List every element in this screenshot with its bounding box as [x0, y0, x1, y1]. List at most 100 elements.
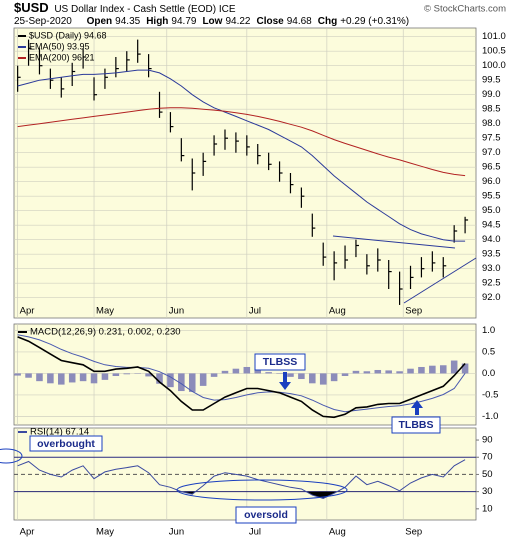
histogram-bar [232, 368, 240, 374]
x-tick-label: Aug [329, 527, 346, 538]
histogram-bar [90, 373, 98, 384]
histogram-bar [47, 373, 54, 384]
y-tick-label: 93.5 [482, 249, 501, 260]
highlight [176, 479, 348, 501]
quote-value: 94.35 [115, 16, 140, 27]
histogram-bar [439, 365, 447, 374]
histogram-bar [101, 373, 109, 380]
annotation: oversold [244, 509, 288, 521]
panel-marks [14, 28, 476, 318]
quote-value: +0.29 (+0.31%) [340, 16, 409, 27]
annotation: overbought [37, 438, 95, 450]
quote-value: 94.79 [171, 16, 196, 27]
x-tick-label: Aug [329, 306, 346, 317]
legend-label: EMA(200) 96.21 [29, 52, 95, 62]
y-tick-label: 99.0 [482, 89, 501, 100]
histogram-bar [14, 373, 21, 376]
histogram-bar [298, 373, 305, 380]
y-tick-label: 10 [482, 503, 493, 514]
trendline [332, 235, 456, 249]
chart-title: $USD [14, 0, 49, 15]
rsi-line [17, 459, 466, 500]
quote-label: High [146, 16, 168, 27]
y-tick-label: 92.0 [482, 292, 501, 303]
y-tick-label: 0.0 [482, 368, 495, 379]
x-tick-label: Sep [405, 306, 422, 317]
arrow [279, 372, 291, 390]
date: 25-Sep-2020 [14, 16, 72, 27]
y-tick-label: 100.0 [482, 60, 506, 71]
x-tick-label: May [96, 306, 114, 317]
histogram-bar [210, 373, 218, 377]
annotation-box [235, 506, 297, 524]
histogram-bar [254, 369, 262, 374]
histogram-bar [396, 371, 403, 374]
credit: © StockCharts.com [424, 4, 506, 15]
y-tick-label: 92.5 [482, 278, 501, 289]
histogram-bar [407, 368, 414, 374]
y-tick-label: 94.5 [482, 220, 501, 231]
x-tick-label: Jul [249, 306, 261, 317]
y-tick-label: 90 [482, 435, 493, 446]
histogram-bar [243, 366, 251, 374]
histogram-bar [25, 373, 32, 378]
quote-value: 94.68 [287, 16, 312, 27]
panel-label: MACD(12,26,9) 0.231, 0.002, 0.230 [30, 327, 181, 338]
histogram-bar [461, 363, 469, 374]
histogram-bar [287, 373, 294, 377]
histogram-bar [123, 373, 131, 375]
histogram-bar [156, 373, 163, 384]
y-tick-label: 94.0 [482, 234, 501, 245]
y-tick-label: -1.0 [482, 411, 498, 422]
arrow [411, 400, 423, 415]
y-tick-label: 0.5 [482, 346, 495, 357]
histogram-bar [167, 373, 174, 388]
y-tick-label: 96.0 [482, 176, 501, 187]
x-tick-label: Apr [20, 306, 35, 317]
histogram-bar [178, 373, 185, 392]
y-tick-label: 93.0 [482, 263, 501, 274]
header: $USD US Dollar Index - Cash Settle (EOD)… [14, 0, 236, 15]
x-tick-label: May [96, 527, 114, 538]
trendline [403, 257, 477, 304]
legend-label: EMA(50) 93.95 [29, 41, 90, 51]
annotation-box [254, 353, 306, 371]
y-tick-label: 30 [482, 486, 493, 497]
annotation-box [391, 416, 441, 434]
histogram-bar [374, 369, 382, 374]
chart-subtitle: US Dollar Index - Cash Settle (EOD) ICE [54, 4, 235, 15]
macd-line [17, 336, 466, 419]
x-tick-label: Sep [405, 527, 422, 538]
y-tick-label: 96.5 [482, 162, 501, 173]
x-tick-label: Jun [169, 527, 184, 538]
ema-line [17, 69, 466, 242]
y-tick-label: 1.0 [482, 325, 495, 336]
quote-line: 25-Sep-2020 Open 94.35 High 94.79 Low 94.22 Cl… [14, 16, 409, 27]
panel-marks [14, 324, 476, 425]
histogram-bar [418, 366, 425, 374]
x-tick-label: Jul [249, 527, 261, 538]
panel [13, 27, 477, 319]
y-tick-label: 101.0 [482, 31, 506, 42]
y-tick-label: 97.0 [482, 147, 501, 158]
histogram-bar [58, 373, 65, 385]
histogram-bar [319, 373, 327, 385]
y-tick-label: 50 [482, 469, 493, 480]
histogram-bar [112, 373, 120, 377]
y-tick-label: 98.5 [482, 104, 501, 115]
histogram-bar [68, 373, 76, 383]
histogram-bar [330, 373, 338, 382]
y-tick-label: 98.0 [482, 118, 501, 129]
annotation-box [29, 435, 103, 452]
histogram-bar [265, 372, 272, 374]
y-tick-label: 100.5 [482, 46, 506, 57]
ema-line [17, 107, 466, 177]
y-tick-label: 99.5 [482, 75, 501, 86]
annotation: TLBSS [263, 356, 297, 368]
histogram-bar [309, 373, 316, 384]
legend-label: $USD (Daily) 94.68 [29, 30, 107, 40]
panel-marks [14, 428, 476, 520]
histogram-bar [36, 373, 43, 382]
histogram-bar [341, 373, 349, 377]
